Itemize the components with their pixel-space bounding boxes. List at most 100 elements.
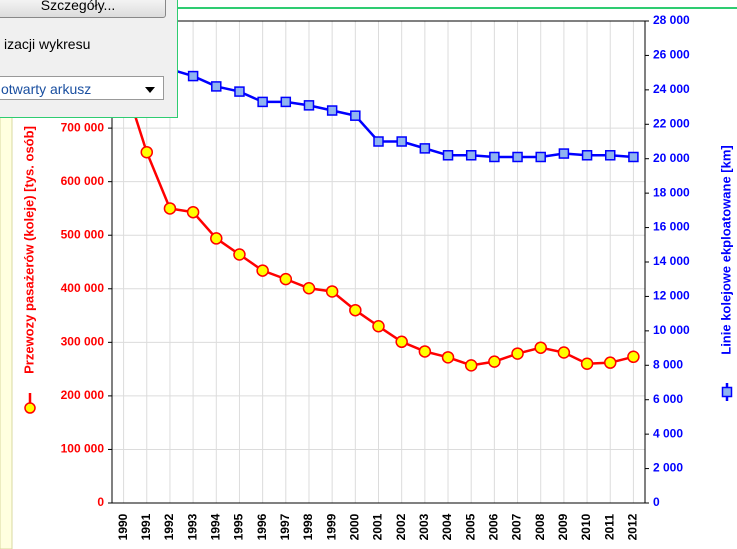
- point: [581, 150, 593, 161]
- y2-tick-label: 8 000: [653, 357, 683, 371]
- point: [534, 341, 547, 354]
- x-tick-label: 2009: [556, 513, 570, 540]
- x-tick-label: 1996: [255, 513, 269, 540]
- point: [303, 100, 315, 111]
- point: [211, 81, 222, 92]
- legend-key: [721, 386, 733, 398]
- y2-tick-label: 6 000: [653, 392, 683, 406]
- x-tick-label: 1999: [324, 513, 338, 540]
- y2-tick-label: 0: [653, 495, 660, 509]
- x-tick-label: 2007: [510, 513, 524, 540]
- point: [396, 136, 407, 147]
- y2-tick-label: 28 000: [653, 13, 690, 27]
- x-tick-label: 2001: [371, 513, 385, 540]
- point: [465, 150, 477, 161]
- point: [280, 96, 292, 108]
- y-tick-label: 600 000: [61, 174, 105, 188]
- point: [233, 248, 246, 261]
- point: [395, 335, 408, 349]
- point: [464, 359, 478, 372]
- point: [187, 70, 199, 82]
- y2-tick-label: 2 000: [653, 461, 683, 475]
- x-tick-label: 2011: [602, 514, 616, 540]
- x-tick-label: 2008: [533, 513, 547, 540]
- point: [163, 202, 177, 215]
- y-axis-label: Przewozy pasażerów (koleje) [tys. osób]: [21, 126, 36, 374]
- point: [512, 151, 523, 163]
- point: [511, 347, 524, 360]
- point: [326, 105, 338, 116]
- point: [279, 272, 293, 286]
- x-tick-label: 2006: [487, 513, 501, 540]
- y2-tick-label: 24 000: [653, 82, 690, 96]
- y-tick-label: 500 000: [61, 227, 105, 241]
- x-tick-label: 1990: [116, 513, 130, 540]
- x-tick-label: 1998: [301, 513, 315, 540]
- point: [580, 357, 594, 371]
- side-strip: [0, 0, 13, 549]
- point: [603, 356, 617, 369]
- point: [140, 145, 154, 159]
- dialog-label: izacji wykresu: [4, 36, 91, 52]
- y2-tick-label: 16 000: [653, 220, 690, 234]
- x-tick-label: 1997: [278, 513, 292, 540]
- point: [557, 346, 571, 359]
- point: [418, 345, 432, 358]
- y2-tick-label: 18 000: [653, 185, 690, 199]
- point: [489, 151, 500, 163]
- y2-tick-label: 10 000: [653, 323, 690, 337]
- y2-axis-label: Linie kolejowe ekploatowane [km]: [718, 145, 733, 355]
- dropdown-text: otwarty arkusz: [1, 81, 92, 97]
- grid: [112, 21, 645, 504]
- details-button[interactable]: Szczegóły...: [0, 0, 166, 18]
- y-tick-label: 400 000: [61, 281, 105, 295]
- y2-tick-label: 20 000: [653, 151, 690, 165]
- dropdown[interactable]: otwarty arkusz: [0, 76, 164, 100]
- x-tick-label: 1991: [139, 513, 153, 540]
- y-tick-label: 300 000: [61, 335, 105, 349]
- point: [419, 143, 431, 154]
- legend-key: [24, 402, 36, 414]
- point: [372, 320, 385, 333]
- y2-tick-label: 22 000: [653, 116, 690, 130]
- point: [627, 350, 640, 364]
- point: [186, 205, 200, 219]
- y-tick-label: 700 000: [61, 120, 105, 134]
- x-tick-label: 1992: [162, 513, 176, 540]
- x-tick-label: 1995: [232, 513, 246, 540]
- y-tick-label: 0: [97, 495, 104, 509]
- point: [441, 351, 455, 364]
- y-tick-label: 100 000: [61, 442, 105, 456]
- point: [628, 151, 639, 163]
- dropdown-arrow: [145, 87, 155, 93]
- y2-tick-label: 26 000: [653, 48, 690, 62]
- x-tick-label: 2004: [440, 513, 454, 540]
- point: [558, 148, 570, 159]
- point: [535, 151, 546, 163]
- x-tick-label: 2003: [417, 513, 431, 540]
- y2-tick-label: 14 000: [653, 254, 690, 268]
- y2-tick-label: 4 000: [653, 426, 683, 440]
- point: [349, 303, 362, 317]
- point: [373, 136, 384, 147]
- dialog: Szczegóły... izacji wykresu otwarty arku…: [0, 0, 178, 118]
- x-tick-label: 2005: [463, 513, 477, 540]
- x-tick-label: 2000: [347, 513, 361, 540]
- point: [350, 110, 361, 121]
- point: [325, 285, 339, 298]
- point: [488, 355, 501, 368]
- x-tick-label: 2010: [579, 513, 593, 540]
- y2-tick-label: 12 000: [653, 289, 690, 303]
- y-tick-label: 200 000: [61, 388, 105, 402]
- point: [210, 232, 223, 245]
- point: [302, 281, 316, 295]
- point: [442, 150, 454, 161]
- point: [256, 264, 269, 277]
- x-tick-label: 2012: [626, 513, 640, 540]
- x-tick-label: 1994: [208, 513, 222, 540]
- x-tick-label: 2002: [394, 513, 408, 540]
- point: [234, 86, 245, 97]
- point: [604, 150, 616, 161]
